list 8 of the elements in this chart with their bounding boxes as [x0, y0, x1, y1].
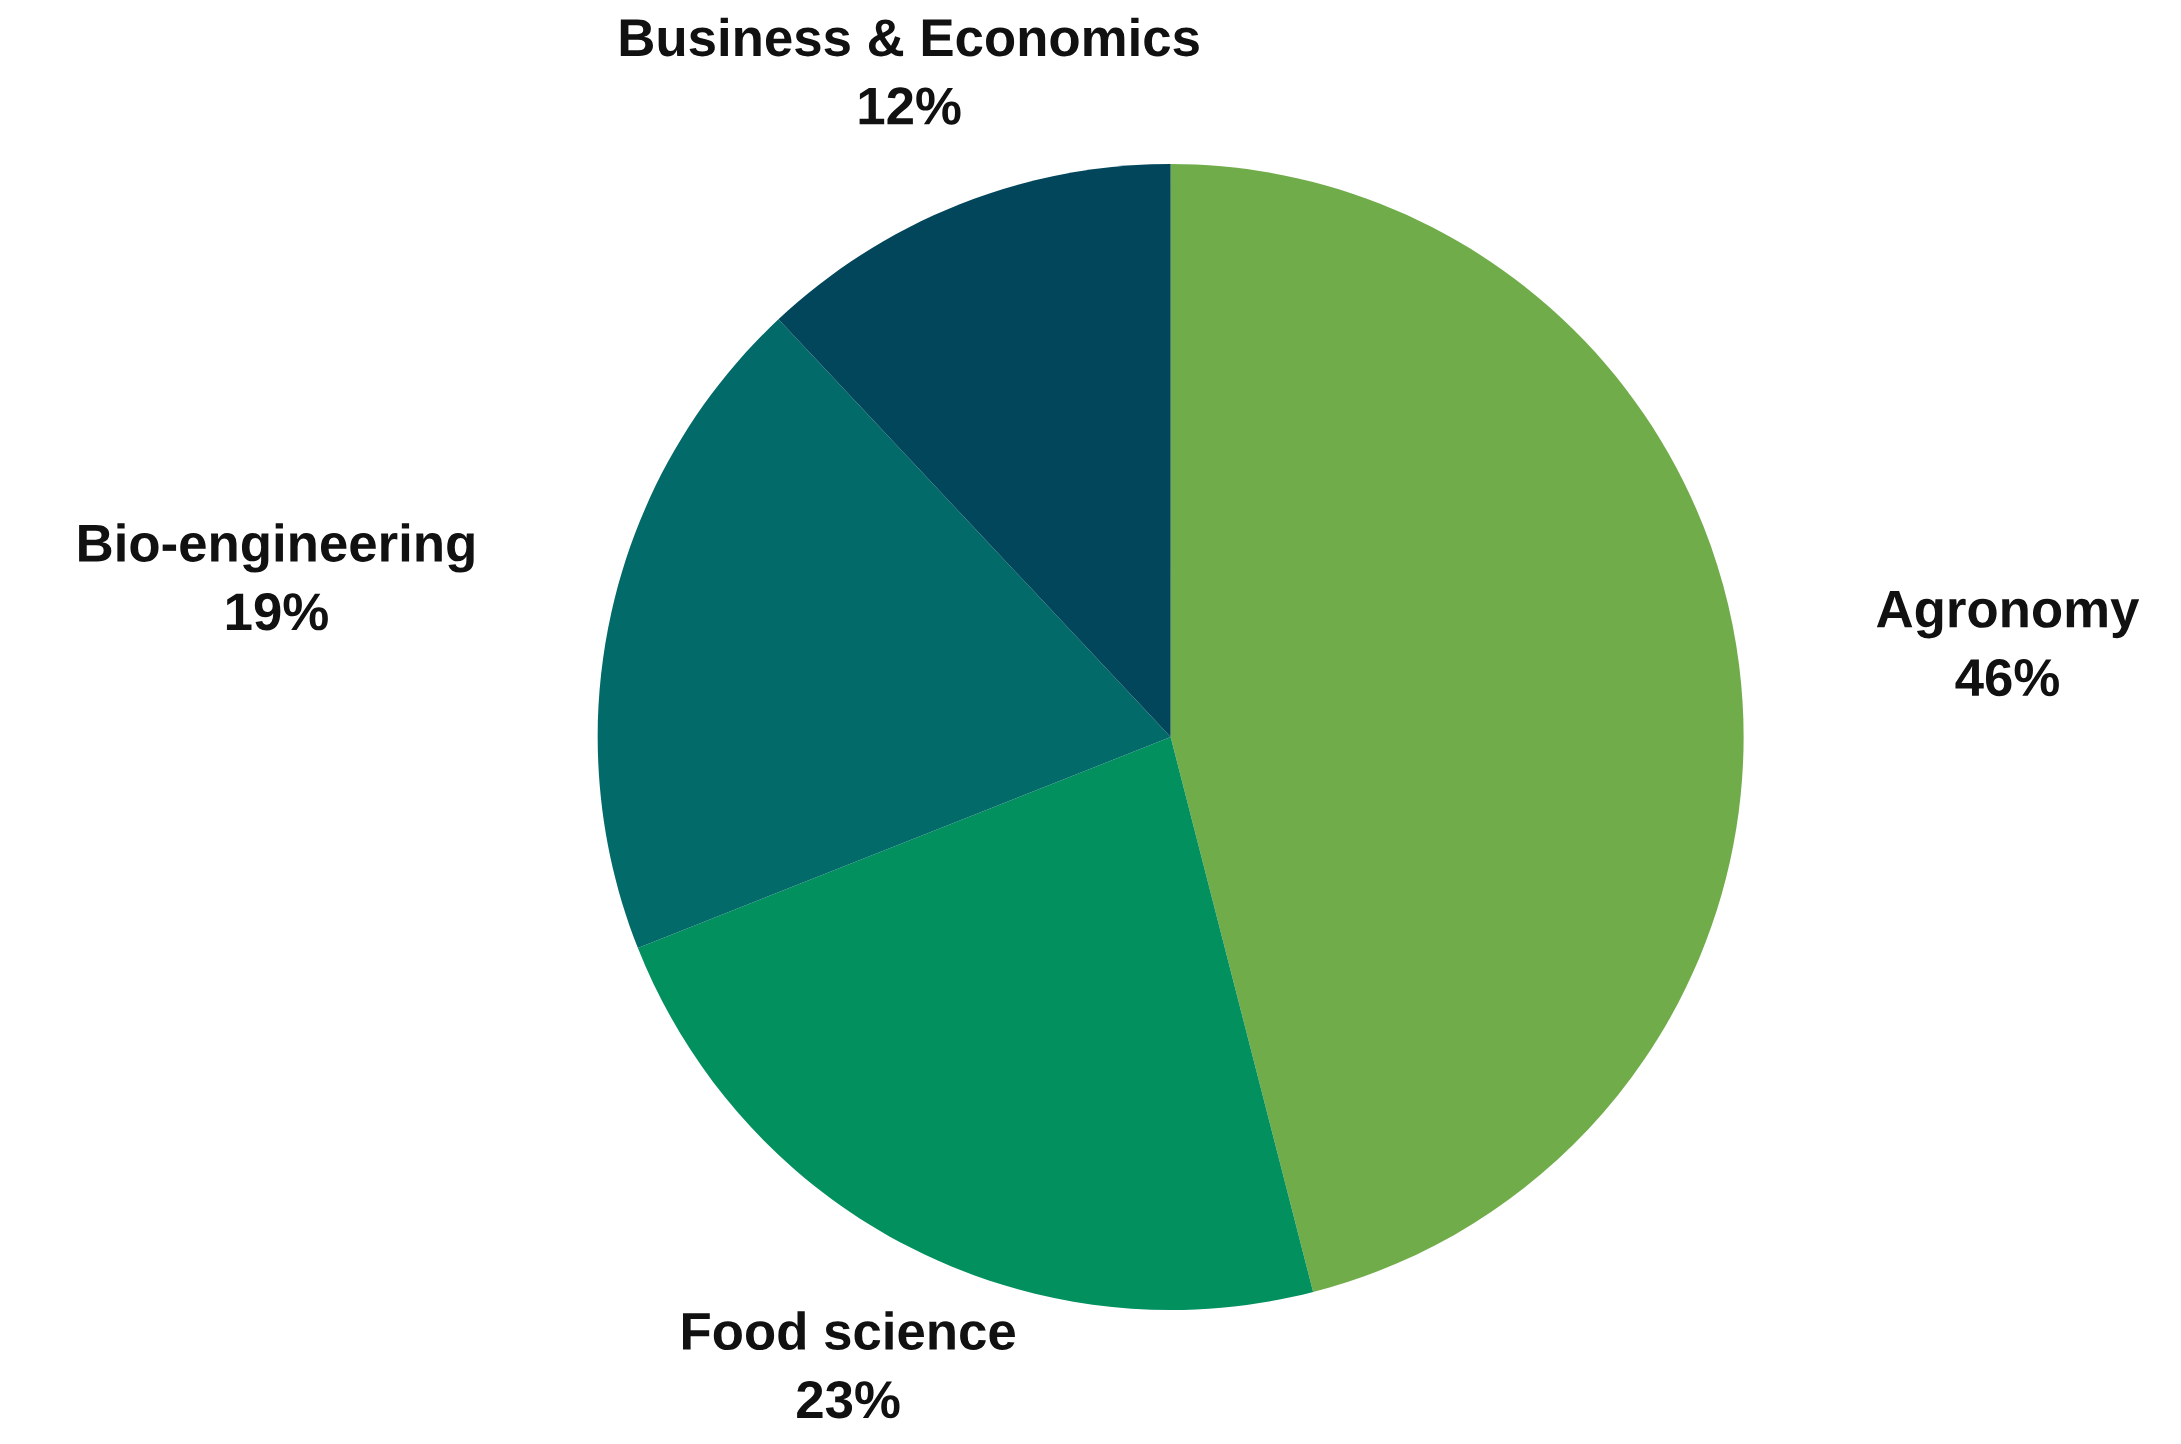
data-label: 23% [797, 1381, 900, 1419]
slice-label: Bio-engineering [79, 523, 474, 573]
data-label: 46% [1955, 658, 2059, 697]
slice-label: Agronomy [1876, 590, 2140, 639]
data-label: 12% [859, 87, 961, 125]
data-label: 19% [226, 593, 328, 631]
slice-label: Food science [683, 1311, 1015, 1351]
slice-label: Business & Economics [620, 17, 1199, 57]
